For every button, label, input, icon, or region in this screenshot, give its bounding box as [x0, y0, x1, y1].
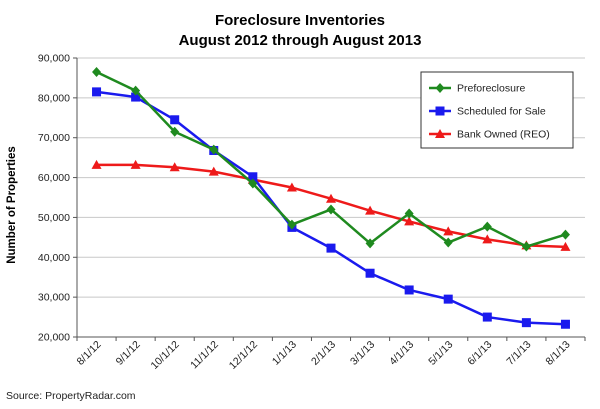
y-axis-label: Number of Properties: [6, 146, 18, 264]
x-tick-label: 8/1/12: [75, 339, 104, 368]
x-tick-label: 7/1/13: [504, 339, 533, 368]
data-point: [560, 319, 570, 329]
data-point: [365, 205, 376, 215]
x-tick-label: 1/1/13: [270, 339, 299, 368]
y-tick-label: 90,000: [38, 53, 70, 65]
series-lines: [91, 66, 571, 329]
data-point: [365, 238, 375, 249]
data-point: [404, 208, 414, 219]
data-point: [130, 159, 141, 169]
data-point: [443, 294, 453, 304]
data-point: [443, 237, 453, 248]
legend: Preforeclosure Scheduled for Sale Bank Own…: [420, 71, 574, 149]
data-point: [287, 219, 297, 230]
axes: [73, 57, 586, 341]
x-tick-label: 10/1/12: [149, 339, 182, 372]
data-point: [482, 221, 492, 232]
data-point: [443, 226, 454, 236]
y-tick-label: 70,000: [38, 132, 70, 144]
data-point: [170, 115, 180, 125]
gridlines: [77, 57, 585, 298]
data-point: [482, 312, 492, 322]
data-point: [326, 204, 336, 215]
x-tick-label: 12/1/12: [227, 339, 260, 372]
legend-marker: [435, 83, 445, 93]
x-tick-label: 6/1/13: [465, 339, 494, 368]
chart-title: Foreclosure Inventories: [215, 12, 385, 29]
y-tick-labels: 20,000 30,000 40,000 50,000 60,000 70,000 80,0…: [38, 53, 70, 344]
data-point: [326, 193, 336, 203]
data-point: [521, 241, 531, 252]
data-point: [131, 85, 141, 96]
legend-marker: [435, 129, 445, 138]
data-point: [209, 144, 219, 155]
data-point: [365, 268, 375, 278]
legend-label: Scheduled for Sale: [457, 106, 546, 118]
data-point: [131, 92, 141, 102]
data-point: [91, 159, 102, 169]
data-point: [170, 126, 180, 137]
x-tick-label: 4/1/13: [387, 339, 416, 368]
data-point: [521, 318, 531, 328]
y-tick-label: 20,000: [38, 332, 70, 344]
legend-marker: [435, 106, 445, 116]
y-tick-label: 50,000: [38, 212, 70, 224]
data-point: [404, 216, 415, 226]
data-point: [248, 172, 258, 182]
y-tick-label: 40,000: [38, 252, 70, 264]
legend-label: Preforeclosure: [457, 83, 525, 95]
legend-label: Bank Owned (REO): [457, 129, 550, 141]
x-tick-label: 5/1/13: [426, 339, 455, 368]
y-tick-label: 80,000: [38, 92, 70, 104]
x-tick-label: 8/1/13: [543, 339, 572, 368]
data-point: [286, 182, 297, 192]
data-point: [92, 66, 102, 77]
y-tick-label: 30,000: [38, 292, 70, 304]
source-note: Source: PropertyRadar.com: [6, 390, 136, 402]
x-tick-label: 9/1/12: [114, 339, 143, 368]
data-point: [92, 87, 102, 97]
data-point: [560, 241, 571, 251]
x-tick-label: 3/1/13: [348, 339, 377, 368]
x-tick-label: 11/1/12: [188, 339, 221, 372]
data-point: [169, 162, 180, 172]
data-point: [208, 166, 219, 176]
data-point: [560, 229, 570, 240]
data-point: [248, 178, 258, 189]
y-tick-label: 60,000: [38, 172, 70, 184]
data-point: [404, 285, 414, 295]
x-tick-labels: 8/1/12 9/1/12 10/1/12 11/1/12 12/1/12 1/1/13 2…: [75, 339, 573, 372]
chart-subtitle: August 2012 through August 2013: [179, 32, 422, 49]
data-point: [326, 243, 336, 253]
data-point: [482, 234, 493, 244]
x-tick-label: 2/1/13: [309, 339, 338, 368]
